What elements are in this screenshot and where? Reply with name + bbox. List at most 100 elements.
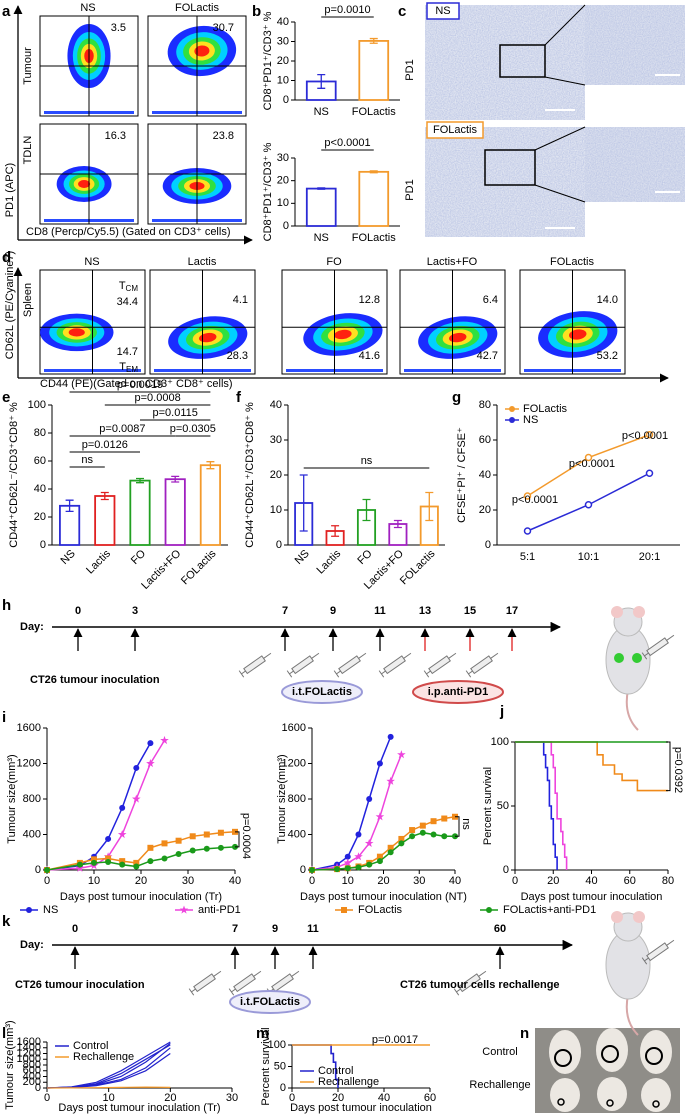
caption: CT26 tumour inoculation	[30, 674, 160, 686]
y-tick-label: 0	[283, 94, 289, 106]
y-tick-label: 400	[23, 1070, 41, 1082]
syringe	[286, 652, 320, 678]
marker	[387, 844, 394, 851]
marker	[189, 833, 196, 840]
x-tick-label: 60	[624, 875, 636, 887]
marker	[44, 867, 50, 873]
marker	[147, 740, 154, 747]
marker	[376, 858, 383, 865]
panel-label: j	[499, 703, 504, 720]
syringe-parts	[641, 939, 675, 965]
marker	[146, 759, 155, 768]
syringe-parts	[286, 652, 320, 678]
annotation: p=0.0126	[82, 439, 128, 451]
legend-label: anti-PD1	[198, 904, 241, 916]
axis-label: CD8 (Percp/Cy5.5) (Gated on CD3⁺ cells)	[26, 226, 230, 238]
legend-label: NS	[523, 414, 538, 426]
y-axis-label: Percent survival	[482, 767, 494, 845]
x-tick-label: 0	[309, 875, 315, 887]
y-tick-label: 1200	[17, 757, 41, 769]
panel-label: k	[2, 913, 11, 930]
y-tick-label: 10	[270, 504, 282, 516]
marker	[161, 840, 168, 847]
x-axis-label: Days post tumour inoculation (NT)	[300, 891, 467, 903]
y-tick-label: 50	[497, 800, 509, 812]
panel-label: l	[2, 1025, 6, 1042]
subset-label: TEM	[119, 361, 138, 374]
y-tick-label: 0	[40, 539, 46, 551]
scale-bar	[545, 74, 680, 111]
quadrant-value: 53.2	[597, 350, 618, 362]
annotation: p=0.0392	[672, 747, 684, 793]
x-tick-label: 20	[547, 875, 559, 887]
x-tick-label: 20	[164, 1092, 176, 1104]
column-label: NS	[80, 2, 95, 14]
marker	[217, 844, 224, 851]
y-tick-label: 1600	[17, 1036, 41, 1048]
label-box	[426, 121, 484, 139]
annotation: p<0.0001	[324, 137, 370, 149]
marker	[119, 861, 126, 868]
subset-main: T	[119, 280, 126, 292]
marker	[355, 831, 362, 838]
error-bar	[171, 475, 180, 483]
annotation: p=0.0004	[240, 813, 252, 859]
y-tick-label: 40	[479, 469, 491, 481]
significance-bracket	[235, 831, 240, 848]
y-tick-label: 1600	[17, 722, 41, 734]
marker	[366, 796, 373, 802]
row-label: Tumour	[22, 47, 34, 85]
quadrant-value: 6.4	[483, 294, 498, 306]
subset-main: T	[119, 361, 126, 373]
marker	[375, 812, 385, 821]
y-axis-label: CFSE⁺PI⁺ / CFSE⁺	[456, 427, 468, 523]
day-number: 11	[374, 605, 386, 617]
label-box	[426, 2, 460, 20]
x-axis-label: Days post tumour inoculation (Tr)	[58, 1102, 220, 1114]
x-axis-label: Days post tumour inoculation	[521, 891, 663, 903]
error-bar	[206, 461, 215, 470]
y-tick-label: 60	[34, 455, 46, 467]
day-label: Day:	[20, 939, 44, 951]
y-axis-label: Tumour size(mm³)	[6, 754, 18, 843]
y-tick-label: 0	[300, 864, 306, 876]
stain-label: PD1	[404, 59, 416, 80]
x-tick-label: 0	[44, 1092, 50, 1104]
series-line	[46, 1086, 171, 1089]
treatment: i.p.anti-PD1	[428, 686, 489, 698]
x-axis-label: Days post tumour inoculation	[290, 1102, 432, 1114]
bar	[94, 495, 116, 546]
marker	[398, 840, 405, 847]
subset-label: TCM	[119, 280, 139, 293]
marker	[344, 853, 351, 860]
quadrant-value: 28.3	[227, 350, 248, 362]
caption: CT26 tumour cells rechallenge	[400, 979, 560, 991]
syringe-barrel	[243, 655, 266, 675]
x-tick-label: 0	[44, 875, 50, 887]
marker	[105, 859, 112, 866]
marker	[376, 853, 383, 860]
mouse	[597, 1077, 627, 1111]
x-tick-label: 10	[342, 875, 354, 887]
y-axis-label: Tumour size(mm³)	[276, 754, 288, 843]
photo-label: Rechallenge	[469, 1079, 530, 1091]
x-tick-label: NS	[293, 548, 312, 567]
syringe	[641, 939, 675, 965]
zoom-box	[499, 44, 546, 78]
x-tick-label: 20	[332, 1092, 344, 1104]
marker	[409, 833, 416, 840]
legend-label: Control	[73, 1040, 108, 1052]
y-tick-label: 100	[491, 736, 509, 748]
panel-label: a	[2, 3, 11, 20]
error-bar	[136, 477, 144, 484]
y-axis-label: CD44⁺CD62L⁻/CD3⁺CD8⁺ %	[8, 402, 20, 548]
significance-bracket	[455, 816, 460, 837]
treatment-oval	[229, 990, 311, 1014]
error-bar	[362, 498, 371, 522]
survival-curve	[515, 741, 558, 870]
panel-label: i	[2, 709, 6, 726]
annotation: p=0.0019	[117, 379, 163, 391]
panel-label: g	[452, 389, 461, 406]
